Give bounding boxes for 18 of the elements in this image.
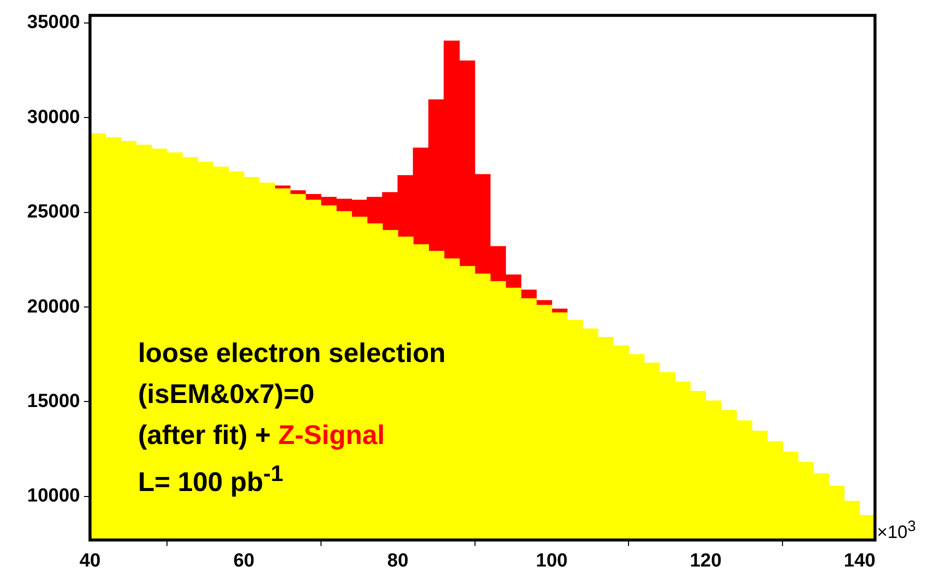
x-tick-label: 100 <box>536 550 568 572</box>
annotation: L= 100 pb$^{-1}$ <box>138 461 284 497</box>
y-tick-label: 35000 <box>27 12 80 34</box>
series-label: Z-Signal <box>277 420 385 450</box>
text: ×10$^{3}$ <box>877 518 916 543</box>
annotation: (isEM&0x7)=0 <box>138 379 314 409</box>
x-tick-label: 40 <box>79 550 101 572</box>
annotation: (after fit) + <box>138 420 271 450</box>
annotation: loose electron selection <box>138 338 446 368</box>
y-tick-label: 30000 <box>27 106 80 128</box>
x-tick-label: 140 <box>844 550 876 572</box>
x-tick-label: 60 <box>233 550 254 572</box>
x-tick-label: 120 <box>690 550 722 572</box>
y-tick-label: 10000 <box>27 486 80 507</box>
x-tick-label: 80 <box>387 550 408 572</box>
y-tick-label: 25000 <box>27 202 80 223</box>
y-tick-label: 20000 <box>27 296 80 318</box>
y-tick-label: 15000 <box>27 390 80 412</box>
